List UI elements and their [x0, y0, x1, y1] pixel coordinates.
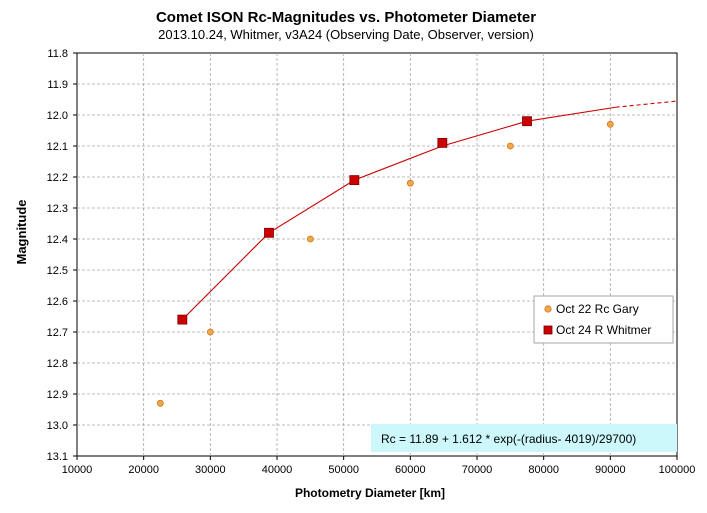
legend-label-gary: Oct 22 Rc Gary [556, 302, 639, 316]
y-tick-label: 12.8 [47, 358, 68, 370]
x-tick-label: 30000 [195, 464, 226, 476]
x-tick-label: 40000 [262, 464, 293, 476]
fit-curve [181, 100, 678, 320]
y-tick-label: 12.4 [47, 234, 68, 246]
x-tick-label: 20000 [128, 464, 159, 476]
data-point-gary [156, 399, 164, 407]
legend-marker-gary [544, 305, 552, 313]
legend: Oct 22 Rc Gary Oct 24 R Whitmer [533, 295, 674, 344]
x-tick-label: 10000 [62, 464, 93, 476]
y-tick-label: 13.0 [47, 420, 68, 432]
y-tick-label: 13.1 [47, 451, 68, 463]
x-tick-label: 100000 [659, 464, 696, 476]
data-point-whitmer [349, 175, 360, 186]
y-tick-label: 11.9 [47, 79, 68, 91]
data-point-whitmer [437, 137, 448, 148]
data-point-whitmer [264, 227, 274, 238]
y-tick-label: 12.7 [47, 327, 68, 339]
y-tick-label: 12.6 [47, 296, 68, 308]
chart-title: Comet ISON Rc-Magnitudes vs. Photometer … [156, 9, 536, 26]
legend-label-whitmer: Oct 24 R Whitmer [556, 323, 651, 337]
y-axis-ticks: 11.8 11.9 12.0 12.1 12.2 12.3 12.4 12.5 12.6 12.7… [47, 48, 77, 463]
equation-box: Rc = 11.89 + 1.612 * exp(-(radius- 4019)… [371, 424, 677, 452]
series-layer [156, 116, 614, 407]
chart-subtitle: 2013.10.24, Whitmer, v3A24 (Observing Da… [158, 27, 534, 42]
x-axis-label: Photometry Diameter [km] [295, 486, 445, 500]
x-tick-label: 90000 [595, 464, 626, 476]
y-tick-label: 12.9 [47, 389, 68, 401]
data-point-whitmer [177, 314, 188, 325]
legend-marker-whitmer [543, 325, 553, 335]
data-point-gary [406, 179, 414, 187]
fit-equation: Rc = 11.89 + 1.612 * exp(-(radius- 4019)… [381, 432, 636, 446]
data-point-gary [206, 328, 214, 336]
equation-background [371, 424, 677, 452]
grid-lines [77, 53, 677, 456]
x-tick-label: 60000 [395, 464, 426, 476]
y-tick-label: 11.8 [47, 48, 68, 60]
y-tick-label: 12.5 [47, 265, 68, 277]
y-tick-label: 12.3 [47, 203, 68, 215]
x-tick-label: 50000 [328, 464, 359, 476]
data-point-gary [506, 142, 514, 150]
y-axis-label: Magnitude [14, 200, 29, 265]
fit-curve-extrapolated [615, 100, 678, 108]
plot-area [76, 52, 678, 457]
data-point-gary [606, 120, 614, 128]
legend-box [533, 295, 674, 344]
x-tick-label: 70000 [462, 464, 493, 476]
x-axis-ticks: 10000 20000 30000 40000 50000 60000 70000 80000… [62, 456, 696, 476]
y-tick-label: 12.1 [47, 141, 68, 153]
y-tick-label: 12.0 [47, 110, 68, 122]
data-point-gary [306, 235, 314, 243]
data-point-whitmer [522, 116, 532, 127]
y-tick-label: 12.2 [47, 172, 68, 184]
x-tick-label: 80000 [528, 464, 559, 476]
fit-curve-solid [181, 106, 616, 320]
